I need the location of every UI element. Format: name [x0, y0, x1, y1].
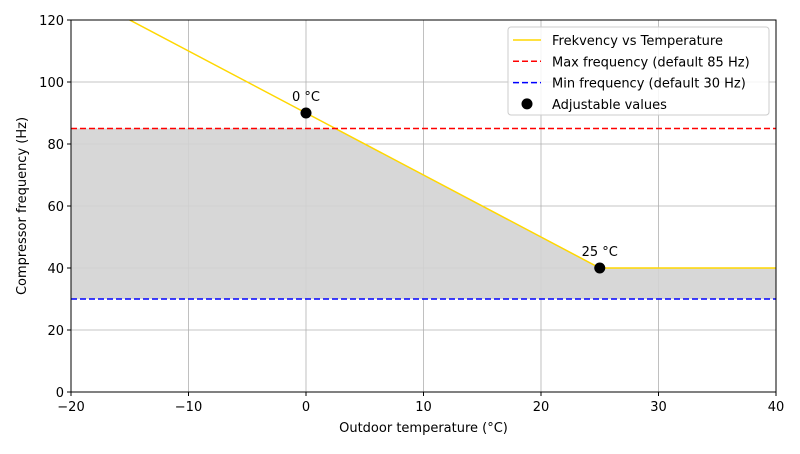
- operating-range-fill: [71, 128, 776, 299]
- y-tick-label: 40: [47, 262, 64, 277]
- x-tick-label: −20: [57, 400, 84, 415]
- x-tick-label: 20: [533, 400, 550, 415]
- x-tick-label: 30: [650, 400, 667, 415]
- y-tick-label: 120: [39, 14, 64, 29]
- y-tick-label: 60: [47, 200, 64, 215]
- x-axis-label: Outdoor temperature (°C): [339, 421, 508, 436]
- y-tick-label: 80: [47, 138, 64, 153]
- frequency-line: [128, 20, 776, 269]
- x-tick-label: 40: [768, 400, 785, 415]
- legend-label: Adjustable values: [552, 98, 667, 113]
- x-tick-label: −10: [175, 400, 202, 415]
- y-tick-label: 0: [56, 386, 64, 401]
- y-tick-label: 100: [39, 76, 64, 91]
- legend-marker: [521, 98, 533, 110]
- x-tick-label: 0: [302, 400, 310, 415]
- y-tick-label: 20: [47, 324, 64, 339]
- legend-label: Max frequency (default 85 Hz): [552, 55, 750, 70]
- legend-label: Min frequency (default 30 Hz): [552, 77, 746, 92]
- point-annotation: 25 °C: [582, 245, 618, 260]
- legend-label: Frekvency vs Temperature: [552, 34, 723, 49]
- legend: Frekvency vs Temperature Max frequency (d…: [507, 26, 770, 116]
- y-axis-label: Compressor frequency (Hz): [15, 117, 30, 295]
- point-annotation: 0 °C: [292, 90, 320, 105]
- x-tick-label: 10: [415, 400, 432, 415]
- adjustable-point: [300, 107, 312, 119]
- adjustable-point: [594, 262, 606, 274]
